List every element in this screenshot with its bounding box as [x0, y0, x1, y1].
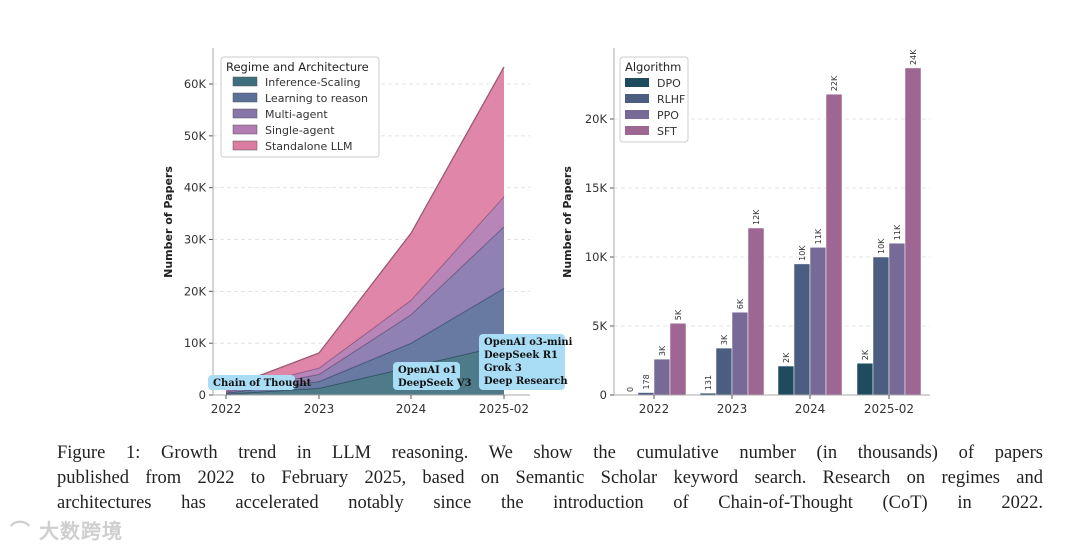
y-tick-label: 30K: [184, 233, 207, 247]
legend-swatch: [625, 126, 649, 135]
legend-label: DPO: [657, 77, 681, 90]
annotation-box: [393, 362, 460, 390]
bar-value-label: 6K: [736, 298, 745, 309]
y-tick-label: 15K: [585, 181, 608, 195]
bar-value-label: 22K: [830, 75, 839, 91]
bar-rlhf: [793, 263, 811, 396]
legend-swatch: [232, 124, 258, 135]
bar-value-label: 10K: [798, 245, 807, 261]
legend-swatch: [232, 92, 258, 103]
annotation-box: [479, 334, 565, 390]
bar-sft: [669, 322, 687, 396]
annotation-text: Grok 3: [484, 363, 522, 374]
bar-value-label: 11K: [814, 228, 823, 244]
bar-dpo: [777, 365, 795, 396]
x-tick-label: 2024: [396, 402, 427, 416]
x-tick-label: 2025-02: [479, 402, 529, 416]
watermark: ⌒ 大数跨境: [10, 519, 123, 543]
bar-value-label: 3K: [720, 334, 729, 345]
x-tick-label: 2023: [304, 402, 335, 416]
x-tick-label: 2022: [211, 402, 242, 416]
bar-value-label: 11K: [893, 224, 902, 240]
x-tick-label: 2023: [717, 402, 748, 416]
figure-caption: Figure 1: Growth trend in LLM reasoning.…: [57, 441, 1043, 516]
annotation-text: Deep Research: [484, 376, 568, 387]
legend-swatch: [625, 78, 649, 87]
bar-ppo: [731, 311, 749, 396]
caption-line: Figure 1: Growth trend in LLM reasoning.…: [57, 443, 1043, 463]
y-axis-label: Number of Papers: [162, 166, 175, 278]
y-tick-label: 10K: [585, 250, 608, 264]
y-axis-label: Number of Papers: [561, 166, 574, 278]
x-tick-label: 2022: [639, 402, 670, 416]
bar-value-label: 12K: [752, 209, 761, 225]
area-multi-agent: [226, 226, 504, 393]
annotation-text: Chain of Thought: [213, 378, 312, 389]
bar-value-label: 131: [704, 375, 713, 390]
y-tick-label: 50K: [184, 129, 207, 143]
area-edge: [225, 66, 505, 389]
y-tick-label: 60K: [184, 77, 207, 91]
y-tick-label: 20K: [184, 284, 207, 298]
bar-value-label: 178: [642, 374, 651, 389]
annotation-text: OpenAI o1: [398, 365, 457, 376]
bar-rlhf: [872, 256, 890, 396]
y-tick-label: 0: [199, 388, 206, 402]
y-tick-label: 10K: [184, 336, 207, 350]
legend-label: PPO: [657, 109, 679, 122]
bar-ppo: [888, 242, 906, 396]
legend-label: SFT: [657, 125, 677, 138]
y-tick-label: 40K: [184, 181, 207, 195]
area-standalone-llm: [226, 66, 504, 391]
bar-rlhf: [715, 347, 733, 396]
bar-value-label: 24K: [909, 49, 918, 65]
bar-value-label: 3K: [658, 345, 667, 356]
legend-title: Algorithm: [625, 60, 681, 74]
x-tick-label: 2025-02: [864, 402, 914, 416]
legend-label: Multi-agent: [265, 108, 328, 121]
bar-sft: [747, 227, 765, 396]
legend-title: Regime and Architecture: [226, 60, 369, 74]
caption-line: architectures has accelerated notably si…: [57, 493, 1043, 513]
bar-value-label: 0: [626, 387, 635, 392]
legend-box: [220, 56, 380, 158]
bar-value-label: 5K: [674, 309, 683, 320]
bar-value-label: 10K: [877, 238, 886, 254]
caption-line: published from 2022 to February 2025, ba…: [57, 468, 1043, 488]
legend-label: Single-agent: [265, 124, 335, 137]
annotation-text: DeepSeek R1: [484, 350, 558, 361]
x-tick-label: 2024: [795, 402, 826, 416]
legend-swatch: [232, 108, 258, 119]
bar-dpo: [856, 363, 874, 396]
annotation-text: DeepSeek V3: [398, 378, 472, 389]
area-learning-to-reason: [226, 288, 504, 394]
legend-label: Inference-Scaling: [265, 76, 361, 89]
bar-value-label: 2K: [861, 349, 870, 360]
bar-ppo: [809, 247, 827, 396]
legend-label: Standalone LLM: [265, 140, 353, 153]
bar-value-label: 2K: [782, 352, 791, 363]
legend-swatch: [625, 110, 649, 119]
y-tick-label: 0: [600, 388, 607, 402]
bar-sft: [825, 93, 843, 396]
y-tick-label: 5K: [592, 319, 607, 333]
legend-swatch: [232, 140, 258, 151]
annotation-box: [208, 375, 295, 390]
figure-charts: 0 10K 20K 30K 40K 50K 60K 2022 2023 2024 2025-02 Nu…: [162, 48, 930, 416]
y-tick-label: 20K: [585, 112, 608, 126]
legend-label: RLHF: [657, 93, 685, 106]
bar-sft: [904, 67, 922, 396]
legend-swatch: [625, 94, 649, 103]
legend-swatch: [232, 76, 258, 87]
bar-ppo: [653, 358, 671, 396]
legend-label: Learning to reason: [265, 92, 368, 105]
annotation-text: OpenAI o3-mini: [484, 337, 573, 348]
